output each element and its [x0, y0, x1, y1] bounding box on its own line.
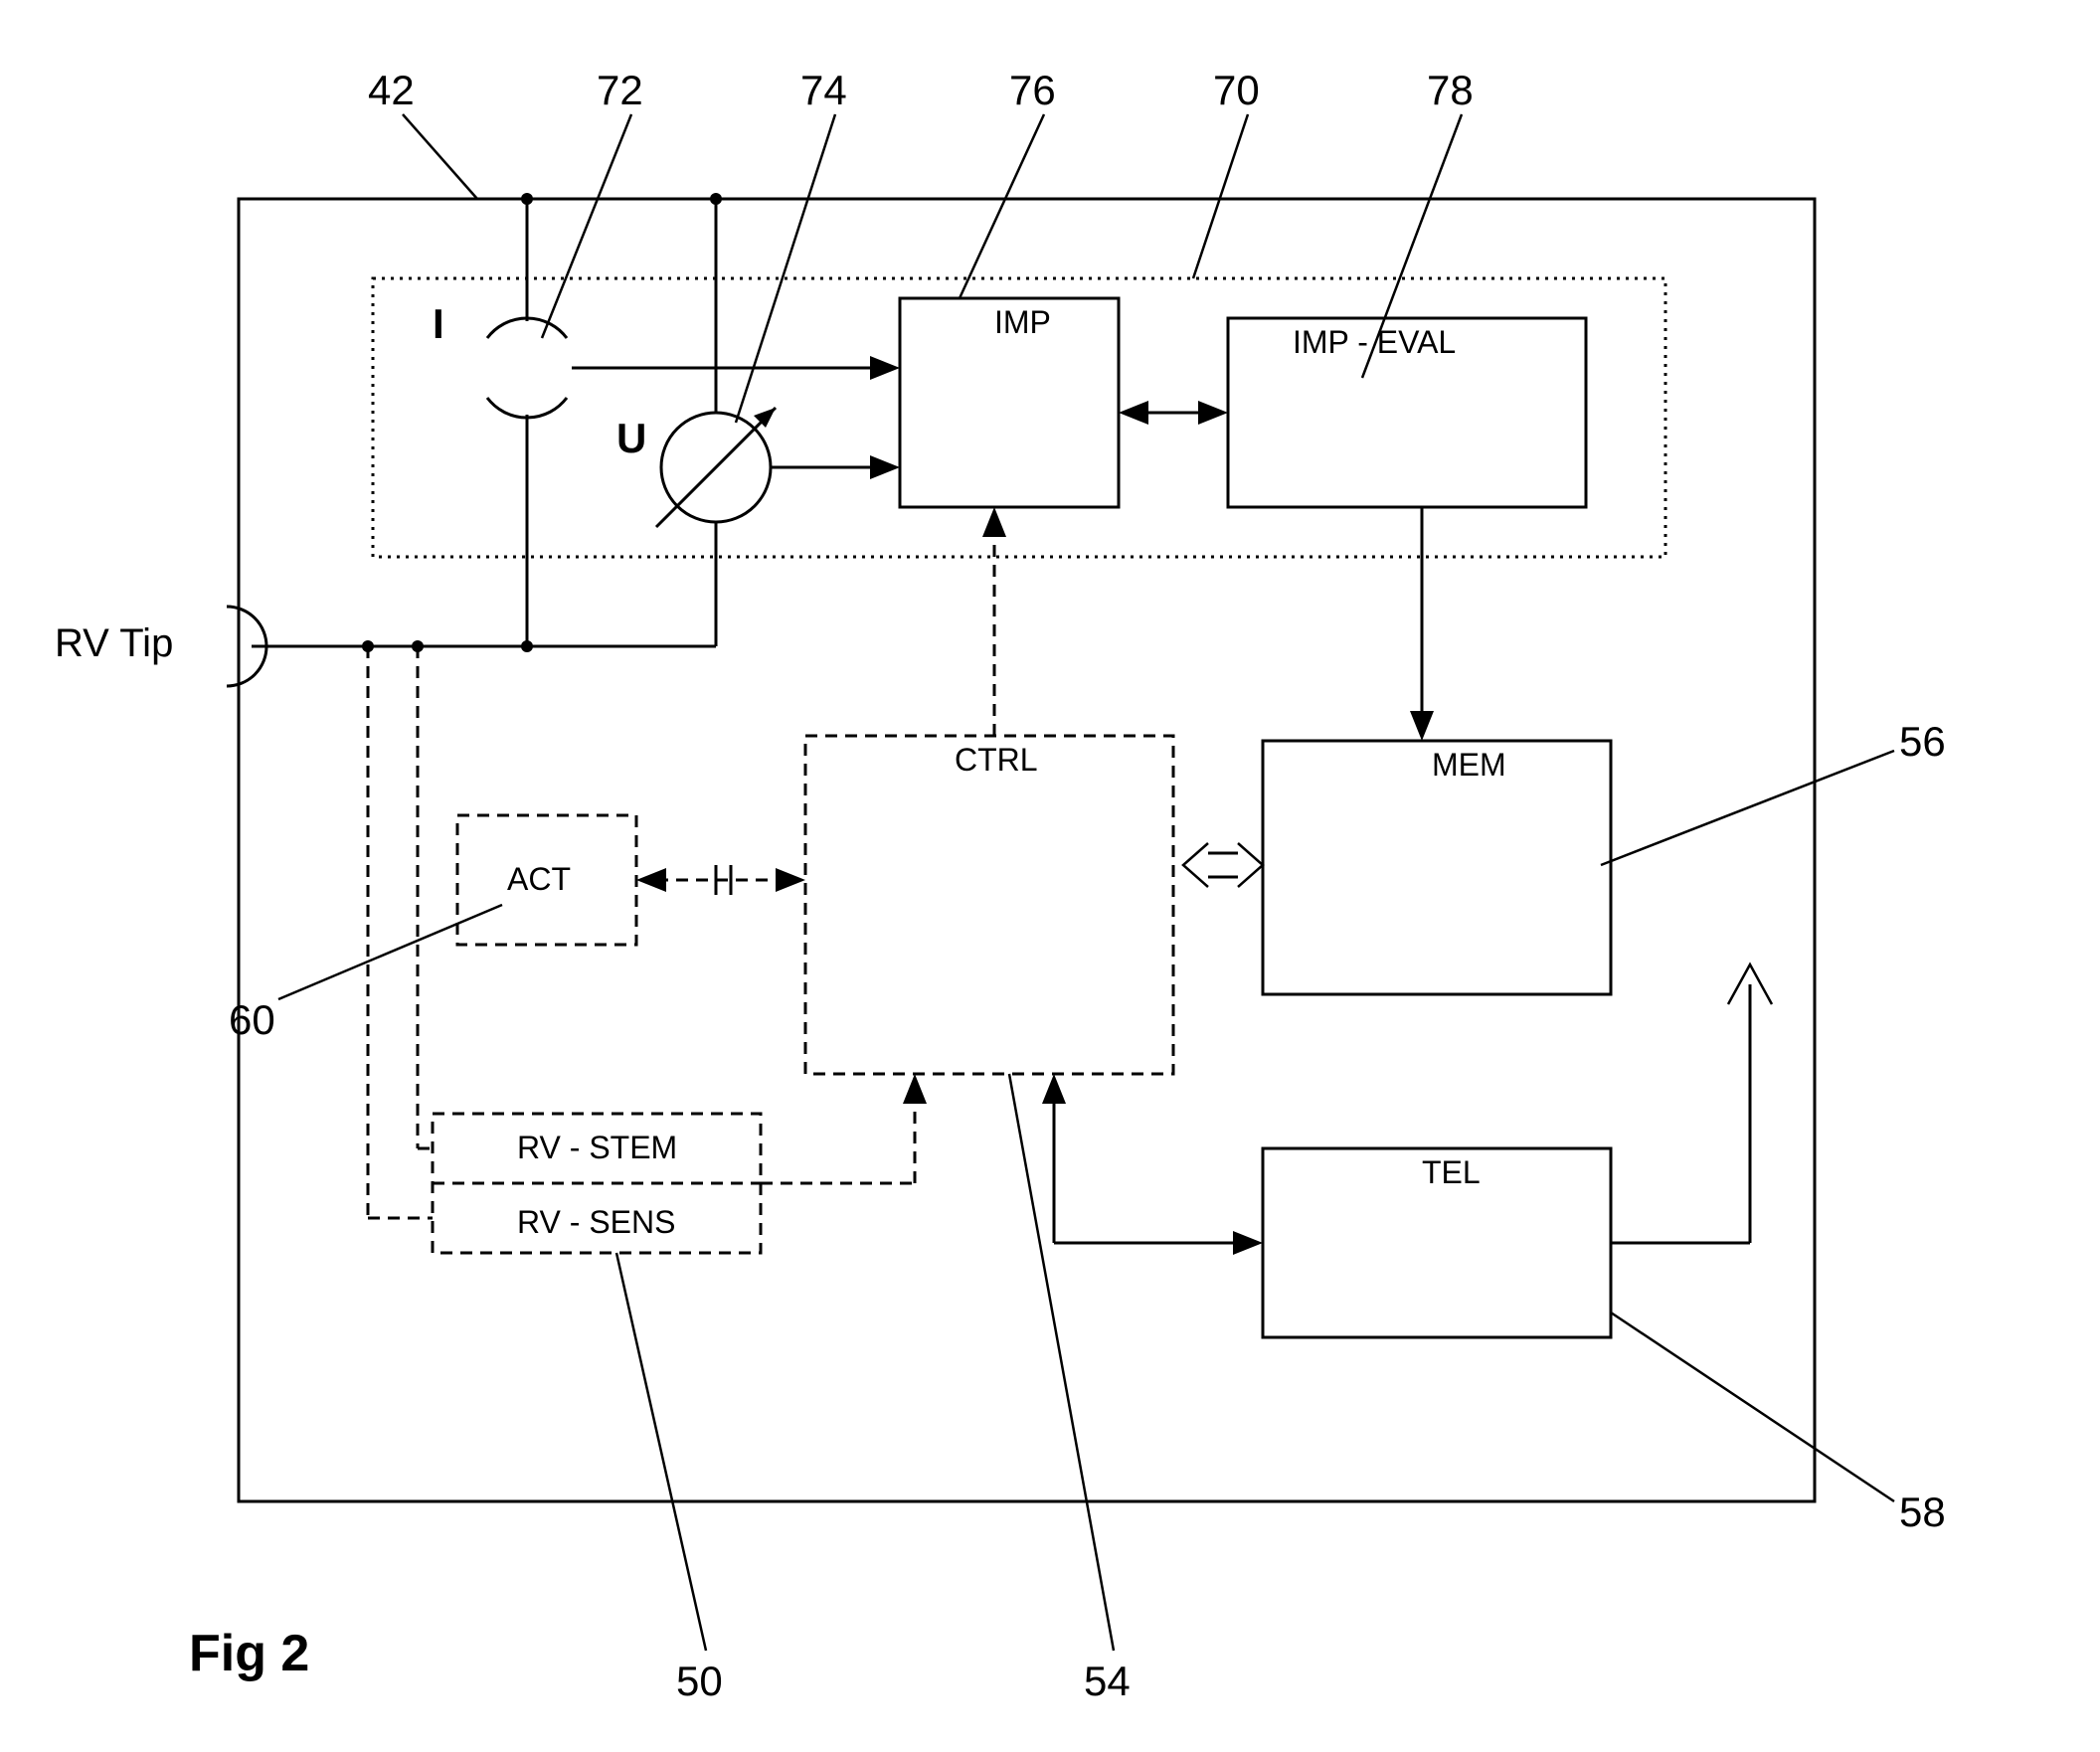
callout-56: 56	[1899, 718, 1946, 765]
callout-74: 74	[800, 67, 847, 113]
callout-50: 50	[676, 1658, 723, 1704]
leader-50	[616, 1253, 706, 1651]
tel-antenna	[1611, 964, 1772, 1243]
callout-60: 60	[229, 996, 275, 1043]
current-symbol: I	[433, 300, 444, 347]
rv-tip-terminal: RV Tip	[55, 607, 716, 686]
leader-56	[1601, 751, 1894, 865]
outer-box	[239, 199, 1815, 1501]
callout-78: 78	[1427, 67, 1474, 113]
voltage-symbol: U	[616, 415, 646, 461]
callout-72: 72	[597, 67, 643, 113]
callout-70: 70	[1213, 67, 1260, 113]
leader-76	[960, 114, 1044, 298]
leader-70	[1193, 114, 1248, 278]
callout-58: 58	[1899, 1489, 1946, 1535]
figure-label: Fig 2	[189, 1625, 309, 1682]
arrow-U-to-imp	[771, 455, 900, 479]
node	[710, 193, 722, 205]
leader-58	[1611, 1313, 1894, 1501]
leader-60	[278, 905, 502, 999]
current-source-icon: I	[433, 300, 567, 418]
leader-42	[403, 114, 477, 199]
leader-54	[1009, 1074, 1114, 1651]
arrow-ctrl-to-imp	[982, 507, 1006, 736]
arrow-ctrl-mem	[1183, 843, 1263, 887]
arrow-I-to-imp	[572, 356, 900, 380]
arrow-act-ctrl	[636, 865, 805, 895]
rv-tip-label: RV Tip	[55, 621, 173, 665]
diagram-root: IMP IMP - EVAL CTRL MEM TEL ACT RV - STE…	[0, 0, 2100, 1752]
callout-42: 42	[368, 67, 415, 113]
node	[521, 640, 533, 652]
imp-label: IMP	[994, 304, 1051, 340]
arrow-impeval-to-mem	[1410, 507, 1434, 741]
imp-eval-label: IMP - EVAL	[1293, 324, 1456, 360]
voltage-meter-icon: U	[616, 408, 776, 527]
rv-stem-label: RV - STEM	[517, 1130, 677, 1165]
tel-label: TEL	[1422, 1154, 1481, 1190]
arrow-rv-to-ctrl	[761, 1074, 927, 1183]
mem-label: MEM	[1432, 747, 1506, 783]
callout-76: 76	[1009, 67, 1056, 113]
arrow-ctrl-tel	[1042, 1074, 1263, 1255]
callout-54: 54	[1084, 1658, 1131, 1704]
leader-72	[542, 114, 631, 338]
rv-sens-label: RV - SENS	[517, 1204, 675, 1240]
ctrl-box	[805, 736, 1173, 1074]
node	[521, 193, 533, 205]
wire-rvtip-to-rvbox	[362, 640, 433, 1218]
arrow-imp-impeval	[1119, 401, 1228, 425]
leader-74	[736, 114, 835, 423]
act-label: ACT	[507, 861, 571, 897]
ctrl-label: CTRL	[955, 742, 1038, 778]
